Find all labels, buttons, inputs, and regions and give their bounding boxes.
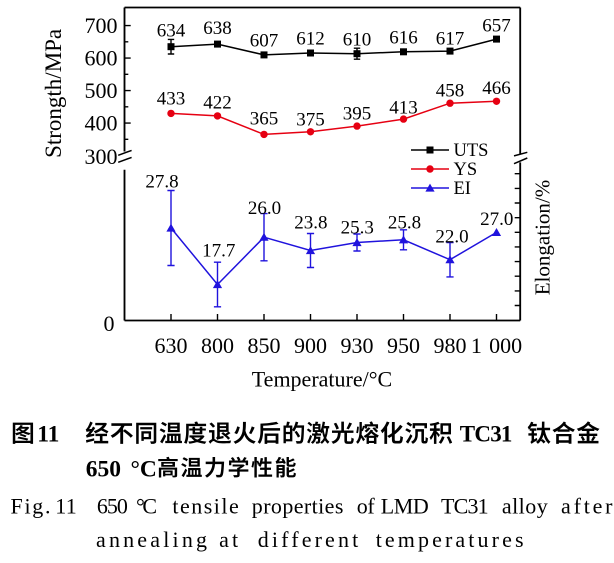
svg-text:25.8: 25.8 xyxy=(388,212,421,233)
svg-text:22.0: 22.0 xyxy=(435,227,468,248)
svg-text:UTS: UTS xyxy=(454,141,489,161)
svg-text:850: 850 xyxy=(248,333,281,358)
svg-text:LMD: LMD xyxy=(381,493,429,518)
svg-text:413: 413 xyxy=(389,97,418,118)
svg-text:23.8: 23.8 xyxy=(294,213,327,234)
svg-text:0: 0 xyxy=(104,311,115,336)
svg-text:1 000: 1 000 xyxy=(471,333,522,358)
svg-text:TC31: TC31 xyxy=(460,421,513,446)
svg-text:422: 422 xyxy=(203,92,232,113)
svg-text:YS: YS xyxy=(454,160,478,180)
svg-text:657: 657 xyxy=(482,16,511,37)
svg-text:638: 638 xyxy=(203,18,232,39)
svg-text:433: 433 xyxy=(157,89,186,110)
svg-text:617: 617 xyxy=(436,28,465,49)
svg-text:of: of xyxy=(357,493,376,518)
svg-text:400: 400 xyxy=(85,110,118,135)
svg-text:375: 375 xyxy=(296,110,325,131)
svg-text:11: 11 xyxy=(37,421,59,447)
svg-text:900: 900 xyxy=(294,333,327,358)
svg-text:Fig.: Fig. xyxy=(11,493,51,518)
svg-text:Elongation/%: Elongation/% xyxy=(531,180,555,295)
svg-text:700: 700 xyxy=(85,13,118,38)
svg-text:TC31: TC31 xyxy=(441,493,489,518)
svg-text:395: 395 xyxy=(343,104,372,125)
svg-text:11: 11 xyxy=(55,493,77,518)
svg-text:°C: °C xyxy=(136,493,157,518)
svg-text:616: 616 xyxy=(389,28,418,49)
svg-text:650: 650 xyxy=(86,456,121,482)
svg-text:annealing: annealing xyxy=(96,527,207,552)
svg-text:466: 466 xyxy=(482,78,511,99)
svg-text:Temperature/°C: Temperature/°C xyxy=(252,367,392,392)
svg-text:different: different xyxy=(258,527,358,552)
svg-text:17.7: 17.7 xyxy=(202,241,235,262)
svg-text:610: 610 xyxy=(343,29,372,50)
svg-text:alloy: alloy xyxy=(502,493,548,518)
svg-text:800: 800 xyxy=(201,333,234,358)
svg-text:27.0: 27.0 xyxy=(480,209,513,230)
svg-text:temperatures: temperatures xyxy=(376,527,524,552)
svg-text:365: 365 xyxy=(250,109,279,130)
svg-text:at: at xyxy=(219,527,238,552)
svg-text:600: 600 xyxy=(85,45,118,70)
svg-text:300: 300 xyxy=(85,144,118,169)
svg-text:25.3: 25.3 xyxy=(341,217,374,238)
svg-text:500: 500 xyxy=(85,78,118,103)
svg-text:630: 630 xyxy=(155,333,188,358)
svg-text:930: 930 xyxy=(341,333,374,358)
svg-text:607: 607 xyxy=(250,30,279,51)
svg-text:properties: properties xyxy=(252,493,344,518)
svg-text:612: 612 xyxy=(296,29,325,50)
svg-text:950: 950 xyxy=(387,333,420,358)
svg-text:980: 980 xyxy=(434,333,467,358)
svg-text:tensile: tensile xyxy=(172,493,238,518)
svg-text:after: after xyxy=(561,493,613,518)
svg-text:Strongth/MPa: Strongth/MPa xyxy=(41,29,66,158)
svg-text:634: 634 xyxy=(157,21,186,42)
svg-text:EI: EI xyxy=(454,179,471,199)
svg-text:26.0: 26.0 xyxy=(248,198,281,219)
svg-text:27.8: 27.8 xyxy=(145,171,178,192)
svg-text:458: 458 xyxy=(436,80,465,101)
svg-text:650: 650 xyxy=(97,493,128,518)
svg-text:°C: °C xyxy=(131,456,157,482)
